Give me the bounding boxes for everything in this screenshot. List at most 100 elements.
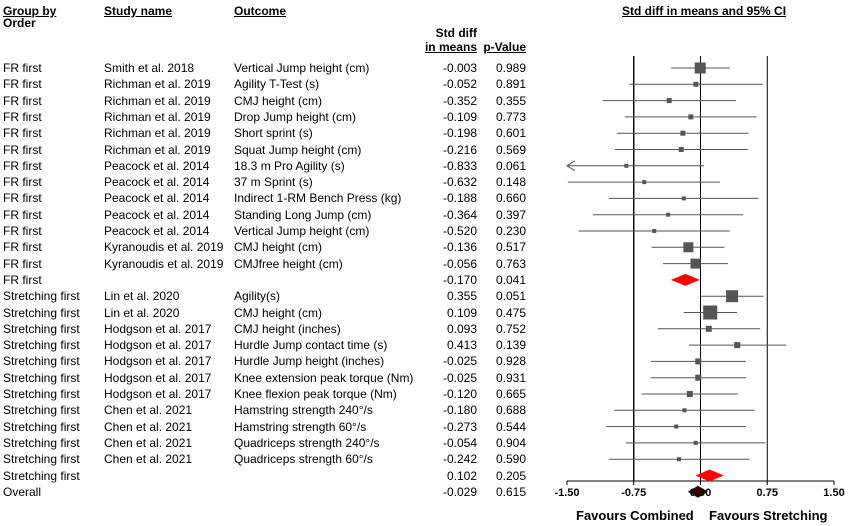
study-cell: Hodgson et al. 2017 — [104, 354, 212, 369]
x-tick-label: 0.00 — [689, 487, 712, 499]
p-value-cell: 0.752 — [495, 321, 526, 336]
effect-marker — [624, 163, 629, 168]
smd-cell: -0.520 — [442, 224, 477, 238]
study-cell: Hodgson et al. 2017 — [104, 321, 212, 336]
outcome-cell: Drop Jump height (cm) — [234, 109, 357, 124]
outcome-cell: Knee extension peak torque (Nm) — [234, 370, 414, 385]
table-row: FR first Peacock et al. 2014 37 m Sprint (… — [0, 174, 850, 190]
group-cell: Stretching first — [3, 321, 80, 336]
p-value-cell: 0.517 — [495, 240, 526, 255]
study-cell: Peacock et al. 2014 — [104, 191, 210, 206]
group-cell: FR first — [3, 207, 42, 222]
smd-cell: -0.170 — [442, 272, 477, 287]
p-value-cell: 0.355 — [495, 93, 526, 108]
study-cell: Hodgson et al. 2017 — [104, 370, 212, 385]
smd-cell: -0.352 — [442, 93, 477, 108]
smd-cell: 0.093 — [446, 321, 477, 336]
table-row: FR first Smith et al. 2018 Vertical Jump h… — [0, 60, 850, 76]
favours-stretching-label: Favours Stretching — [709, 508, 828, 523]
p-value-cell: 0.569 — [495, 142, 526, 157]
ci-arrow — [566, 160, 576, 172]
table-row: Stretching first Chen et al. 2021 Hamstrin… — [0, 419, 850, 435]
study-cell: Lin et al. 2020 — [104, 289, 180, 304]
group-cell: FR first — [3, 158, 42, 173]
smd-cell: 0.102 — [446, 468, 477, 483]
table-row: Overall -0.029 0.615 — [0, 484, 850, 500]
effect-marker — [681, 196, 686, 201]
p-value-cell: 0.601 — [495, 126, 526, 141]
study-cell: Smith et al. 2018 — [104, 61, 195, 75]
x-tick-label: -0.75 — [621, 487, 647, 499]
smd-cell: -0.136 — [442, 240, 477, 255]
p-value-cell: 0.891 — [495, 77, 526, 92]
p-value-cell: 0.665 — [495, 387, 526, 401]
group-cell: FR first — [3, 109, 42, 124]
table-row: FR first Peacock et al. 2014 18.3 m Pro Ag… — [0, 158, 850, 174]
smd-cell: 0.109 — [446, 305, 477, 320]
study-cell: Richman et al. 2019 — [104, 109, 211, 124]
pooled-diamond — [695, 469, 724, 482]
header-group-by: Group by — [3, 4, 57, 18]
table-row: FR first -0.170 0.041 — [0, 272, 850, 288]
group-cell: Stretching first — [3, 468, 80, 483]
study-cell: Hodgson et al. 2017 — [104, 338, 212, 353]
group-cell: Overall — [3, 484, 42, 499]
outcome-cell: Hamstring strength 60°/s — [234, 419, 367, 434]
effect-marker — [680, 130, 686, 136]
header-std-diff: Std diff — [435, 26, 477, 40]
header-p-value: p-Value — [483, 40, 526, 54]
study-cell: Chen et al. 2021 — [104, 403, 193, 418]
table-row: Stretching first 0.102 0.205 — [0, 468, 850, 484]
p-value-cell: 0.397 — [495, 207, 526, 222]
pooled-diamond — [670, 273, 700, 286]
table-row: Stretching first Hodgson et al. 2017 Knee … — [0, 370, 850, 386]
table-row: Stretching first Hodgson et al. 2017 CMJ h… — [0, 321, 850, 337]
effect-marker — [642, 180, 647, 185]
study-cell: Chen et al. 2021 — [104, 419, 193, 434]
p-value-cell: 0.928 — [495, 354, 526, 369]
p-value-cell: 0.041 — [495, 272, 526, 287]
header-outcome: Outcome — [234, 4, 287, 18]
group-cell: Stretching first — [3, 452, 80, 467]
group-cell: Stretching first — [3, 289, 80, 304]
outcome-cell: Squat Jump height (cm) — [234, 142, 362, 157]
header-in-means: in means — [424, 40, 477, 54]
study-cell: Richman et al. 2019 — [104, 77, 211, 92]
table-row: FR first Peacock et al. 2014 Standing Long… — [0, 207, 850, 223]
smd-cell: -0.056 — [442, 256, 477, 271]
effect-marker — [703, 305, 718, 320]
study-cell: Lin et al. 2020 — [104, 305, 180, 320]
p-value-cell: 0.688 — [495, 403, 526, 418]
outcome-cell: Hurdle Jump height (inches) — [234, 354, 385, 369]
smd-cell: -0.198 — [442, 126, 477, 141]
overall-diamond — [687, 485, 708, 498]
study-cell: Richman et al. 2019 — [104, 126, 211, 141]
group-cell: Stretching first — [3, 354, 80, 369]
effect-marker — [686, 391, 693, 397]
table-row: FR first Richman et al. 2019 CMJ height (c… — [0, 93, 850, 109]
study-cell: Peacock et al. 2014 — [104, 224, 210, 238]
outcome-cell: 18.3 m Pro Agility (s) — [234, 158, 345, 173]
table-row: Stretching first Chen et al. 2021 Hamstrin… — [0, 402, 850, 418]
outcome-cell: Quadriceps strength 60°/s — [234, 452, 373, 467]
x-tick-label: 0.75 — [756, 487, 778, 499]
effect-marker — [676, 457, 681, 462]
group-cell: Stretching first — [3, 338, 80, 353]
study-cell: Chen et al. 2021 — [104, 452, 193, 467]
table-row: FR first Richman et al. 2019 Short sprint … — [0, 125, 850, 141]
effect-marker — [726, 290, 739, 303]
group-cell: Stretching first — [3, 387, 80, 401]
x-tick-label: 1.50 — [823, 487, 845, 499]
p-value-cell: 0.139 — [495, 338, 526, 353]
study-cell: Hodgson et al. 2017 — [104, 387, 212, 401]
table-row: Stretching first Chen et al. 2021 Quadrice… — [0, 435, 850, 451]
smd-cell: -0.180 — [442, 403, 477, 418]
study-cell: Chen et al. 2021 — [104, 435, 193, 450]
p-value-cell: 0.931 — [495, 370, 526, 385]
outcome-cell: CMJfree height (cm) — [234, 256, 343, 271]
p-value-cell: 0.205 — [495, 468, 526, 483]
x-tick-label: -1.50 — [554, 487, 580, 499]
p-value-cell: 0.763 — [495, 256, 526, 271]
table-row: FR first Kyranoudis et al. 2019 CMJfree he… — [0, 256, 850, 272]
table-row: Stretching first Hodgson et al. 2017 Hurdl… — [0, 353, 850, 369]
